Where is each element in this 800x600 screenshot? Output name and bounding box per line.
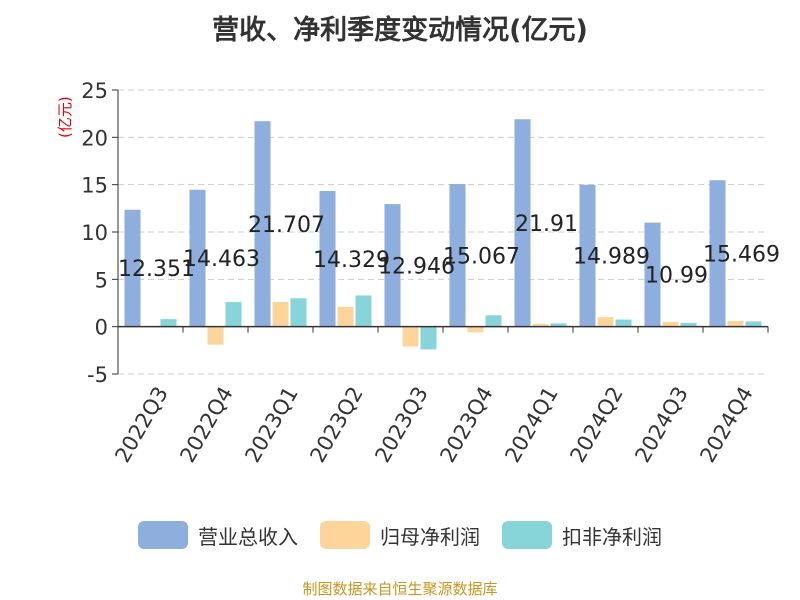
legend-item-revenue[interactable]: 营业总收入 — [138, 521, 298, 550]
legend-item-deducted-profit[interactable]: 扣非净利润 — [502, 521, 662, 550]
y-tick-label: 25 — [81, 79, 108, 103]
chart-title: 营收、净利季度变动情况(亿元) — [212, 15, 588, 46]
bar-2023Q4-0 — [449, 184, 466, 327]
data-label-2023Q4: 15.067 — [443, 244, 520, 269]
bar-2023Q1-0 — [254, 121, 271, 327]
bar-2023Q4-1 — [467, 326, 484, 333]
data-label-2023Q1: 21.707 — [248, 213, 325, 238]
data-label-2024Q4: 15.469 — [703, 242, 780, 267]
bar-2024Q4-0 — [709, 180, 726, 327]
legend-label-revenue: 营业总收入 — [198, 524, 298, 549]
bar-2022Q4-1 — [207, 326, 224, 345]
legend-label-deducted-profit: 扣非净利润 — [562, 524, 662, 549]
bar-2024Q2-1 — [597, 317, 614, 327]
bar-2024Q3-0 — [644, 222, 661, 327]
bar-2023Q2-1 — [337, 306, 354, 327]
data-label-2023Q2: 14.329 — [313, 248, 390, 273]
bar-2024Q2-2 — [615, 319, 632, 327]
bar-2024Q1-0 — [514, 119, 531, 327]
bar-2022Q3-2 — [160, 319, 177, 327]
bar-2024Q3-2 — [680, 322, 697, 327]
legend-label-net-profit: 归母净利润 — [380, 524, 480, 549]
bar-2023Q2-2 — [355, 295, 372, 327]
x-tick-label-2023Q2: 2023Q2 — [305, 383, 367, 467]
legend-item-net-profit[interactable]: 归母净利润 — [320, 521, 480, 550]
x-tick-label-2024Q2: 2024Q2 — [565, 383, 627, 467]
bar-2023Q3-1 — [402, 326, 419, 347]
bar-2024Q4-2 — [745, 321, 762, 327]
bar-2024Q4-1 — [727, 320, 744, 327]
data-source: 制图数据来自恒生聚源数据库 — [302, 580, 498, 598]
bar-2022Q4-0 — [189, 189, 206, 327]
data-label-2024Q2: 14.989 — [573, 245, 650, 270]
bar-2022Q3-0 — [124, 209, 141, 327]
bar-2023Q3-2 — [420, 326, 437, 350]
y-tick-label: 20 — [81, 126, 108, 150]
x-tick-label-2023Q3: 2023Q3 — [370, 383, 432, 467]
y-tick-label: 15 — [81, 174, 108, 198]
x-tick-label-2024Q1: 2024Q1 — [500, 383, 562, 467]
x-tick-label-2023Q1: 2023Q1 — [240, 383, 302, 467]
x-tick-label-2022Q3: 2022Q3 — [110, 383, 172, 467]
data-label-2023Q3: 12.946 — [378, 254, 455, 279]
bar-2024Q1-1 — [532, 323, 549, 327]
legend-swatch-net-profit — [320, 521, 370, 549]
bar-2023Q4-2 — [485, 315, 502, 327]
bar-2023Q1-1 — [272, 302, 289, 327]
data-label-2022Q4: 14.463 — [183, 247, 260, 272]
bar-2023Q3-0 — [384, 204, 401, 327]
y-tick-label: 5 — [95, 268, 108, 292]
data-label-2022Q3: 12.351 — [118, 257, 195, 282]
y-tick-label: 10 — [81, 221, 108, 245]
legend-swatch-deducted-profit — [502, 521, 552, 549]
x-tick-label-2024Q3: 2024Q3 — [630, 383, 692, 467]
x-tick-label-2022Q4: 2022Q4 — [175, 383, 237, 467]
legend-swatch-revenue — [138, 521, 188, 549]
bar-2024Q1-2 — [550, 323, 567, 327]
bar-2022Q4-2 — [225, 302, 242, 327]
data-label-2024Q3: 10.99 — [645, 264, 708, 289]
x-tick-label-2024Q4: 2024Q4 — [695, 383, 757, 467]
bar-2024Q3-1 — [662, 321, 679, 327]
data-label-2024Q1: 21.91 — [515, 212, 578, 237]
y-tick-label: -5 — [87, 363, 108, 387]
legend: 营业总收入 归母净利润 扣非净利润 — [0, 518, 800, 552]
x-tick-label-2023Q4: 2023Q4 — [435, 383, 497, 467]
bar-2024Q2-0 — [579, 184, 596, 327]
bar-2023Q1-2 — [290, 298, 307, 327]
y-tick-label: 0 — [95, 316, 108, 340]
bar-2023Q2-0 — [319, 191, 336, 327]
